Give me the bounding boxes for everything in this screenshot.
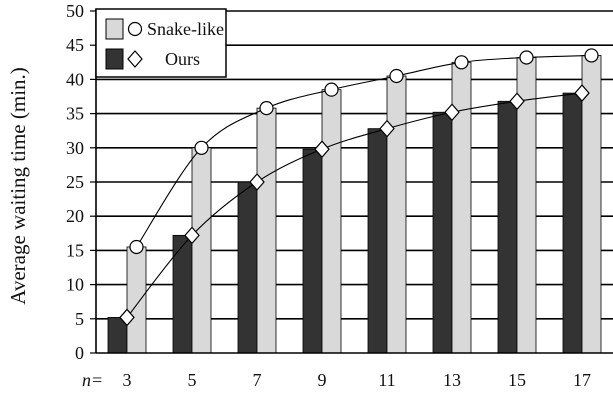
y-tick-label: 0 [75, 343, 84, 363]
bar-ours [172, 234, 193, 354]
bar-ours [497, 100, 518, 354]
bar-ours [237, 181, 258, 354]
y-tick-label: 35 [66, 104, 84, 124]
x-tick-label: 13 [443, 370, 461, 390]
marker-ours [379, 119, 395, 138]
y-tick-label: 25 [66, 172, 84, 192]
bar-snake-like [451, 61, 472, 354]
legend: Snake-like Ours [95, 8, 227, 78]
bar-snake-like [126, 246, 147, 354]
x-tick-label: 17 [573, 370, 591, 390]
marker-ours [314, 140, 330, 159]
marker-ours [444, 103, 460, 122]
bar-layer [107, 55, 602, 354]
bar-snake-like [581, 55, 602, 354]
x-tick-label: 5 [188, 370, 197, 390]
y-tick-label: 30 [66, 138, 84, 158]
legend-swatch-snake-like [105, 18, 124, 40]
marker-snake-like [519, 50, 534, 65]
x-tick-label: 7 [253, 370, 262, 390]
marker-ours [119, 308, 135, 327]
marker-snake-like [194, 140, 209, 155]
marker-snake-like [324, 82, 339, 97]
line-layer [119, 48, 599, 327]
x-tick-label: 11 [378, 370, 395, 390]
legend-marker-diamond [127, 50, 143, 68]
bar-ours [367, 128, 388, 354]
x-tick-label: 3 [123, 370, 132, 390]
legend-marker-circle [127, 21, 143, 37]
legend-swatch-ours [105, 48, 124, 70]
x-axis-prefix: n= [82, 370, 103, 390]
bar-ours [562, 92, 583, 354]
marker-snake-like [454, 55, 469, 70]
marker-snake-like [259, 101, 274, 116]
marker-snake-like [389, 68, 404, 84]
marker-snake-like [584, 48, 599, 63]
y-tick-label: 15 [66, 240, 84, 260]
y-tick-label: 10 [66, 275, 84, 295]
bar-snake-like [386, 75, 407, 354]
marker-ours [249, 173, 265, 191]
marker-ours [509, 92, 525, 111]
x-tick-label: 9 [318, 370, 327, 390]
bar-snake-like [191, 147, 212, 354]
bar-ours [302, 148, 323, 354]
marker-snake-like [129, 239, 144, 255]
y-axis-label: Average waiting time (min.) [6, 67, 30, 305]
bar-ours [432, 111, 453, 354]
legend-label-ours: Ours [165, 49, 200, 69]
bar-snake-like [321, 89, 342, 354]
x-tick-label: 15 [508, 370, 526, 390]
y-tick-label: 20 [66, 206, 84, 226]
marker-ours [184, 226, 200, 245]
marker-ours [574, 84, 590, 102]
y-tick-label: 40 [66, 69, 84, 89]
y-tick-label: 5 [75, 309, 84, 329]
y-tick-label: 45 [66, 35, 84, 55]
y-tick-label: 50 [66, 1, 84, 21]
legend-label-snake-like: Snake-like [147, 19, 224, 39]
bar-snake-like [256, 107, 277, 354]
